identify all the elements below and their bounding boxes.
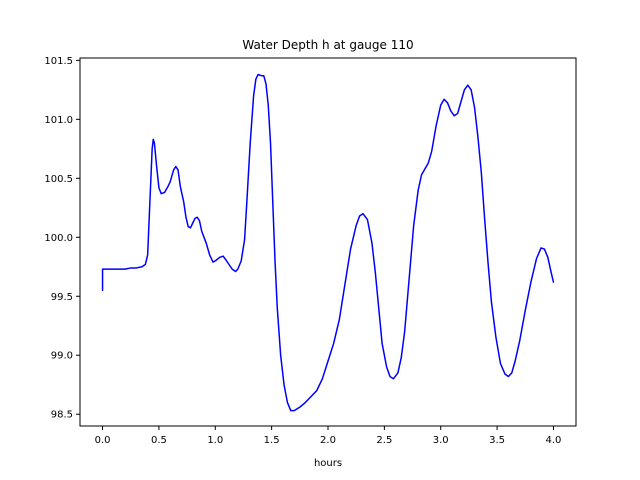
chart-title: Water Depth h at gauge 110	[242, 38, 413, 52]
y-tick-label: 100.0	[44, 233, 73, 244]
y-tick-label: 101.0	[44, 115, 73, 126]
y-tick-label: 101.5	[44, 56, 73, 67]
x-axis-label: hours	[314, 458, 342, 469]
series-line-0	[101, 73, 555, 412]
y-tick-label: 99.0	[51, 351, 73, 362]
y-tick-label: 98.5	[51, 410, 73, 421]
x-tick-label: 3.0	[433, 435, 449, 446]
x-tick-label: 1.0	[207, 435, 223, 446]
x-tick-label: 3.5	[489, 435, 505, 446]
x-tick-label: 0.5	[151, 435, 167, 446]
x-tick-label: 2.5	[376, 435, 392, 446]
x-tick-label: 1.5	[264, 435, 280, 446]
y-tick-label: 99.5	[51, 292, 73, 303]
x-tick-label: 0.0	[95, 435, 111, 446]
x-tick-label: 2.0	[320, 435, 336, 446]
x-axis: 0.0 0.5 1.0 1.5 2.0 2.5 3.0 3.5 4.0	[95, 426, 562, 446]
y-axis: 98.5 99.0 99.5 100.0 100.5 101.0 101.5	[44, 56, 80, 421]
plot-frame	[79, 57, 577, 427]
y-tick-label: 100.5	[44, 174, 73, 185]
x-tick-label: 4.0	[546, 435, 562, 446]
series-layer	[101, 73, 555, 412]
